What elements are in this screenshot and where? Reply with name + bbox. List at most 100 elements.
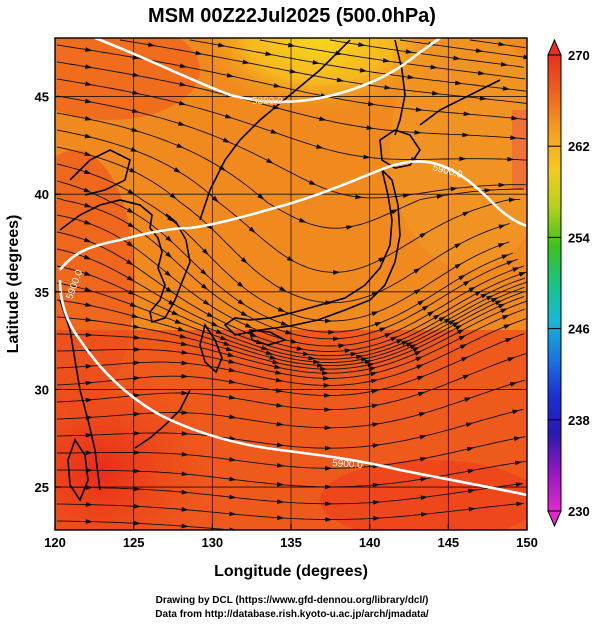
streamline-arrow [181,349,189,355]
streamline-arrow [459,343,468,350]
streamline-arrow [323,393,332,398]
streamline-arrow [132,324,141,329]
x-tick-label: 145 [437,535,459,550]
streamline-arrow [133,347,141,352]
streamline-arrow [420,512,429,517]
streamline-arrow [480,293,489,299]
streamline-arrow [407,74,415,80]
streamline-arrow [286,255,295,262]
streamline-arrow [497,243,506,248]
streamline-arrow [127,188,135,195]
streamline-arrow [228,394,237,400]
streamline-arrow [84,219,92,225]
streamline-arrow [275,377,284,383]
x-tick-label: 125 [123,535,145,550]
streamline-arrow [126,275,135,282]
streamline-arrow [350,351,358,357]
streamline-arrow [374,321,383,327]
colorbar-gradient [547,54,562,512]
streamline-arrow [452,321,460,328]
streamline-arrow [413,288,422,295]
coastline-sakhalin [394,39,406,136]
streamline-arrow [215,329,224,334]
streamline-arrow [206,311,214,318]
streamline-arrow [417,299,425,306]
streamline-arrow [223,341,231,346]
streamline-arrow [515,482,524,487]
streamline-arrow [512,267,520,273]
streamline-arrow [169,192,177,200]
streamline-arrow [366,125,374,131]
streamline-arrow [285,329,293,335]
streamline-arrow [133,335,141,340]
coastline-ryukyu [134,389,191,449]
streamline-arrow [242,59,250,65]
streamline-arrow [516,501,524,507]
streamline-arrow [325,484,333,490]
streamline-arrow [240,257,248,264]
streamline-arrow [128,289,136,295]
streamline-arrow [321,370,330,376]
streamline-arrow [275,370,283,375]
streamline-arrow [229,494,237,500]
streamline-arrow [325,517,333,522]
streamline-arrow [412,346,420,353]
streamline-arrow [443,318,452,324]
streamline-arrow [370,378,379,384]
streamline [399,39,527,58]
streamline-arrow [338,343,346,349]
streamline-arrow [181,373,189,379]
streamline-arrow [455,80,463,86]
streamline-arrow [372,500,381,505]
cool-region-northeast [390,38,527,270]
streamline-arrow [506,260,514,266]
streamline-arrow [164,270,172,277]
contour-label-north: 5880.0 [252,96,283,107]
streamline-arrow [228,358,236,364]
streamline-arrow [84,98,93,104]
streamline-arrow [523,54,527,60]
coastline-honshu [223,167,401,336]
streamline-arrow [180,341,189,347]
streamline-arrow [498,41,506,47]
y-axis-label: Latitude (degrees) [5,215,22,354]
streamline-arrow [462,132,470,138]
streamline-arrow [274,364,282,369]
streamline-arrow [453,55,461,61]
streamline-arrow [131,108,140,114]
streamline-arrow [84,286,93,292]
streamline-arrow [463,111,471,117]
streamline-arrow [462,280,471,287]
x-tick-label: 130 [201,535,223,550]
streamline-arrow [372,443,380,448]
streamline-arrow [405,49,414,54]
streamline-arrow [509,382,518,387]
streamline-arrow [85,432,93,438]
streamline-arrow [514,460,523,466]
streamline-arrow [165,251,173,259]
colorbar-bottom-arrow [547,510,562,528]
streamline-arrow [379,327,387,333]
colorbar-tick-label: 270 [568,48,590,63]
cool-region-north [200,38,440,110]
streamline-arrow [370,371,378,377]
streamline-arrow [84,271,92,276]
streamline-arrow [454,263,462,269]
streamline-arrow [355,354,364,360]
contour-label-south: 5900.0 [332,458,364,471]
streamline-arrow [431,90,440,96]
y-tick-label: 40 [35,187,49,202]
coastline-kurils [419,79,501,126]
streamline [469,39,526,49]
streamline-arrow [133,450,141,455]
streamline-arrow [165,286,173,293]
streamline-arrow [84,133,93,139]
streamline [189,39,527,92]
streamline-arrow [85,485,93,490]
streamline-arrow [85,47,93,52]
streamline-arrow [131,127,139,132]
streamline-arrow [369,366,377,372]
streamline-arrow [132,72,140,78]
streamline-arrow [317,362,325,368]
streamline-arrow [477,70,486,76]
